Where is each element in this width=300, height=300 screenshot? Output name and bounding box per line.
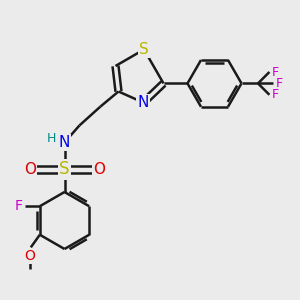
Text: N: N <box>138 95 149 110</box>
Text: F: F <box>14 199 22 213</box>
Text: F: F <box>272 65 279 79</box>
Text: S: S <box>59 160 70 178</box>
Text: S: S <box>139 42 149 57</box>
Text: F: F <box>272 88 279 101</box>
Text: O: O <box>24 249 35 263</box>
Text: O: O <box>24 162 36 177</box>
Text: H: H <box>46 131 56 145</box>
Text: N: N <box>59 135 70 150</box>
Text: O: O <box>93 162 105 177</box>
Text: F: F <box>276 77 283 90</box>
